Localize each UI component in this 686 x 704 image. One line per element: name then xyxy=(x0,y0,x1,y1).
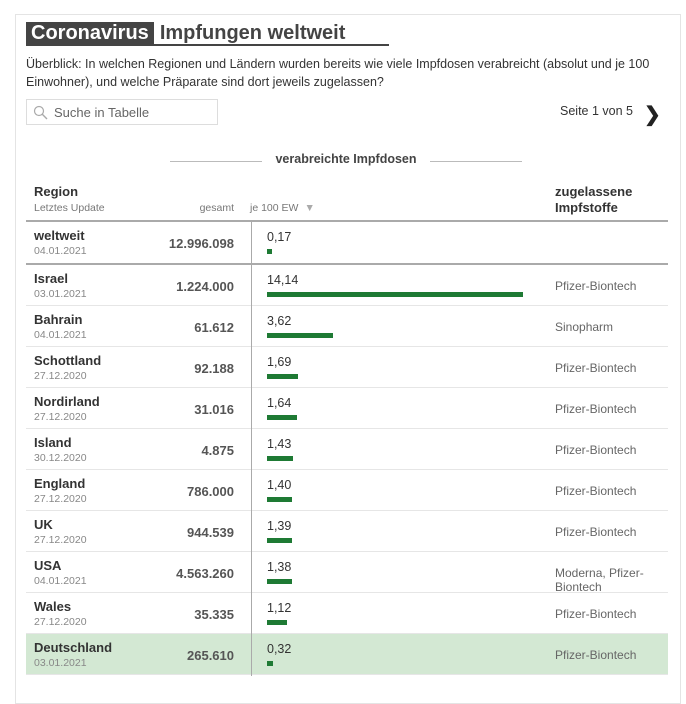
doses-bar xyxy=(267,538,293,543)
header-per100-label: je 100 EW xyxy=(250,202,299,214)
total-doses: 944.539 xyxy=(187,525,234,540)
doses-bar xyxy=(267,497,293,502)
total-doses: 4.875 xyxy=(201,443,234,458)
doses-per-100: 0,32 xyxy=(267,642,292,656)
update-date: 04.01.2021 xyxy=(34,329,87,341)
column-group-label: verabreichte Impfdosen xyxy=(170,152,522,166)
header-vaccines[interactable]: zugelassene Impfstoffe xyxy=(555,184,633,215)
approved-vaccines: Sinopharm xyxy=(555,320,614,334)
table-row: Schottland 27.12.2020 92.188 1,69 Pfizer… xyxy=(26,347,668,388)
approved-vaccines: Pfizer-Biontech xyxy=(555,607,637,621)
doses-bar xyxy=(267,579,292,584)
total-doses: 1.224.000 xyxy=(176,279,234,294)
approved-vaccines: Pfizer-Biontech xyxy=(555,648,637,662)
total-doses: 61.612 xyxy=(194,320,234,335)
doses-bar xyxy=(267,661,273,666)
approved-vaccines: Pfizer-Biontech xyxy=(555,279,637,293)
region-name: Bahrain xyxy=(34,312,83,327)
table-row: Nordirland 27.12.2020 31.016 1,64 Pfizer… xyxy=(26,388,668,429)
update-date: 27.12.2020 xyxy=(34,411,87,423)
doses-per-100: 3,62 xyxy=(267,314,292,328)
update-date: 30.12.2020 xyxy=(34,452,87,464)
page-indicator: Seite 1 von 5 xyxy=(560,104,633,118)
region-name: Nordirland xyxy=(34,394,100,409)
doses-per-100: 1,43 xyxy=(267,437,292,451)
table-row: England 27.12.2020 786.000 1,40 Pfizer-B… xyxy=(26,470,668,511)
total-doses: 92.188 xyxy=(194,361,234,376)
update-date: 03.01.2021 xyxy=(34,657,87,669)
doses-per-100: 1,12 xyxy=(267,601,292,615)
table-row: weltweit 04.01.2021 12.996.098 0,17 xyxy=(26,222,668,265)
doses-bar xyxy=(267,292,523,297)
region-name: Israel xyxy=(34,271,68,286)
table-row: Deutschland 03.01.2021 265.610 0,32 Pfiz… xyxy=(26,634,668,675)
region-name: UK xyxy=(34,517,53,532)
table-row: Bahrain 04.01.2021 61.612 3,62 Sinopharm xyxy=(26,306,668,347)
table-row: Island 30.12.2020 4.875 1,43 Pfizer-Bion… xyxy=(26,429,668,470)
doses-per-100: 0,17 xyxy=(267,230,292,244)
region-name: Schottland xyxy=(34,353,102,368)
update-date: 27.12.2020 xyxy=(34,493,87,505)
column-divider xyxy=(251,222,252,676)
page-title: Coronavirus Impfungen weltweit xyxy=(26,22,389,46)
update-date: 04.01.2021 xyxy=(34,575,87,587)
intro-text: Überblick: In welchen Regionen und Lände… xyxy=(26,57,650,89)
total-doses: 4.563.260 xyxy=(176,566,234,581)
doses-bar xyxy=(267,374,298,379)
update-date: 03.01.2021 xyxy=(34,288,87,300)
total-doses: 265.610 xyxy=(187,648,234,663)
vaccination-table: Region Letztes Update gesamt je 100 EW ▼ … xyxy=(26,180,668,675)
region-name: weltweit xyxy=(34,228,85,243)
sort-desc-icon[interactable]: ▼ xyxy=(304,202,315,214)
approved-vaccines: Pfizer-Biontech xyxy=(555,402,637,416)
approved-vaccines: Moderna, Pfizer-Biontech xyxy=(555,566,644,594)
header-region[interactable]: Region xyxy=(34,184,79,199)
total-doses: 35.335 xyxy=(194,607,234,622)
header-total[interactable]: gesamt xyxy=(199,202,234,214)
title-kicker: Coronavirus xyxy=(26,22,154,44)
table-row: Israel 03.01.2021 1.224.000 14,14 Pfizer… xyxy=(26,265,668,306)
doses-per-100: 1,64 xyxy=(267,396,292,410)
region-name: England xyxy=(34,476,86,491)
update-date: 27.12.2020 xyxy=(34,616,87,628)
approved-vaccines: Pfizer-Biontech xyxy=(555,525,637,539)
region-name: Island xyxy=(34,435,72,450)
approved-vaccines: Pfizer-Biontech xyxy=(555,443,637,457)
region-name: Deutschland xyxy=(34,640,113,655)
table-row: UK 27.12.2020 944.539 1,39 Pfizer-Bionte… xyxy=(26,511,668,552)
header-per100[interactable]: je 100 EW ▼ xyxy=(250,202,315,214)
total-doses: 786.000 xyxy=(187,484,234,499)
total-doses: 31.016 xyxy=(194,402,234,417)
header-update: Letztes Update xyxy=(34,202,105,214)
doses-bar xyxy=(267,249,272,254)
doses-per-100: 14,14 xyxy=(267,273,299,287)
next-page-button[interactable]: ❯ xyxy=(644,104,661,126)
table-row: USA 04.01.2021 4.563.260 1,38 Moderna, P… xyxy=(26,552,668,594)
approved-vaccines: Pfizer-Biontech xyxy=(555,361,637,375)
doses-bar xyxy=(267,456,293,461)
doses-bar xyxy=(267,333,333,338)
doses-per-100: 1,38 xyxy=(267,560,292,574)
update-date: 27.12.2020 xyxy=(34,370,87,382)
table-row: Wales 27.12.2020 35.335 1,12 Pfizer-Bion… xyxy=(26,593,668,634)
search-input[interactable]: Suche in Tabelle xyxy=(26,99,218,125)
search-placeholder: Suche in Tabelle xyxy=(54,104,150,120)
doses-per-100: 1,40 xyxy=(267,478,292,492)
title-headline: Impfungen weltweit xyxy=(159,22,346,44)
table-header: Region Letztes Update gesamt je 100 EW ▼ … xyxy=(26,180,668,222)
search-icon xyxy=(33,105,48,119)
region-name: Wales xyxy=(34,599,72,614)
doses-per-100: 1,69 xyxy=(267,355,292,369)
approved-vaccines: Pfizer-Biontech xyxy=(555,484,637,498)
doses-bar xyxy=(267,415,297,420)
update-date: 27.12.2020 xyxy=(34,534,87,546)
doses-per-100: 1,39 xyxy=(267,519,292,533)
update-date: 04.01.2021 xyxy=(34,245,87,257)
doses-bar xyxy=(267,620,288,625)
region-name: USA xyxy=(34,558,62,573)
total-doses: 12.996.098 xyxy=(168,236,234,251)
